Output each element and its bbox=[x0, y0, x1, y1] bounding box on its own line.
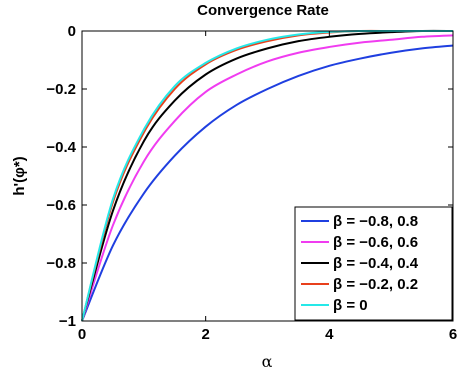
x-tick-label: 4 bbox=[325, 326, 334, 343]
series-line-2 bbox=[81, 29, 454, 322]
y-tick-label: −0.8 bbox=[46, 255, 76, 272]
x-axis-label: α bbox=[262, 352, 273, 371]
x-tick-label: 2 bbox=[201, 326, 209, 343]
x-tick-label: 6 bbox=[449, 326, 457, 343]
legend-label-1: β = −0.6, 0.6 bbox=[333, 234, 418, 251]
legend-label-2: β = −0.4, 0.4 bbox=[333, 255, 419, 272]
chart-title: Convergence Rate bbox=[197, 2, 329, 19]
legend-label-3: β = −0.2, 0.2 bbox=[333, 276, 418, 293]
ticks-layer: 0 2 4 6 0 −0.2 −0.4 −0.6 −0.8 −1 bbox=[46, 23, 457, 343]
y-tick-label: −0.2 bbox=[46, 81, 76, 98]
y-tick-label: −1 bbox=[59, 313, 76, 330]
legend: β = −0.8, 0.8 β = −0.6, 0.6 β = −0.4, 0.4 β… bbox=[294, 206, 453, 321]
legend-label-0: β = −0.8, 0.8 bbox=[333, 213, 418, 230]
x-tick-label: 0 bbox=[78, 326, 86, 343]
y-tick-label: −0.6 bbox=[46, 197, 76, 214]
series-line-0 bbox=[81, 44, 454, 322]
legend-label-4: β = 0 bbox=[333, 297, 368, 314]
y-axis-label: h'(φ*) bbox=[11, 156, 28, 195]
series-line-1 bbox=[81, 34, 454, 322]
plot-frame bbox=[81, 30, 454, 322]
y-tick-label: −0.4 bbox=[46, 139, 76, 156]
y-tick-label: 0 bbox=[68, 23, 76, 40]
